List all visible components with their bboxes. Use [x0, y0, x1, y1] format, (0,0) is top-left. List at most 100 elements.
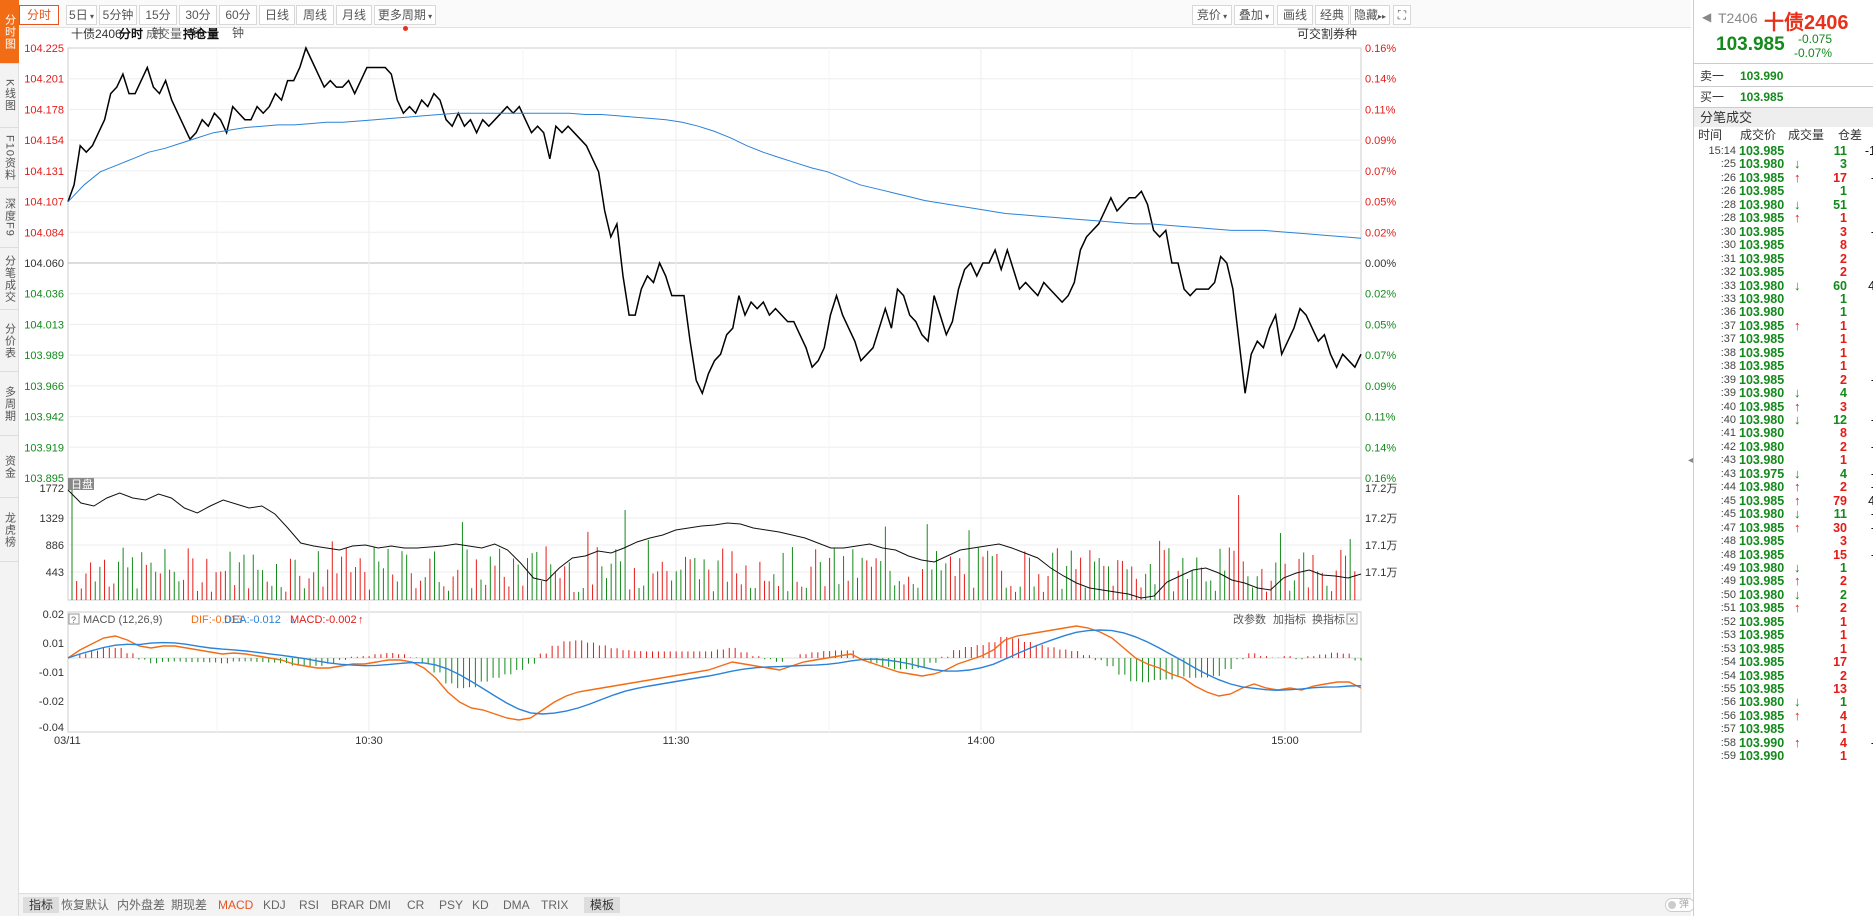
tick-time: :58: [1720, 736, 1736, 749]
indicator-tab-14[interactable]: 模板: [584, 897, 621, 913]
period-button-3[interactable]: 15分钟: [139, 5, 177, 40]
volume-panel-frame: [67, 477, 1362, 601]
toolbar-right-button-2[interactable]: 画线: [1277, 5, 1313, 25]
indicator-tab-13[interactable]: TRIX: [541, 898, 569, 912]
left-tab-1[interactable]: K线图: [0, 64, 19, 128]
toolbar-right-button-4[interactable]: 隐藏▸▸: [1350, 5, 1390, 25]
popup-toggle[interactable]: 弹: [1665, 898, 1695, 912]
period-button-4[interactable]: 30分钟: [179, 5, 217, 40]
dea-arrow-icon: ↓: [290, 614, 296, 626]
dif-value: DIF:-0.013: [191, 614, 243, 626]
indicator-tab-4[interactable]: MACD: [218, 898, 254, 912]
tick-time: :38: [1720, 346, 1736, 359]
x-tick: 14:00: [967, 735, 995, 747]
period-button-2[interactable]: 5分钟: [99, 5, 137, 25]
tick-volume: 3: [1840, 224, 1847, 239]
left-tab-6[interactable]: 多周期: [0, 372, 19, 436]
macd-arrow-icon: ↑: [358, 614, 364, 626]
prev-symbol-icon[interactable]: ◀: [1702, 10, 1712, 24]
ticks-column-headers: 时间 成交价 成交量 仓差: [1694, 127, 1873, 143]
y-tick-left: 104.178: [24, 104, 64, 116]
left-tab-0[interactable]: 分时图: [0, 0, 19, 64]
tick-time: 15:14: [1708, 145, 1736, 157]
period-button-1[interactable]: 5日 ▾: [66, 5, 97, 25]
indicator-tab-9[interactable]: CR: [407, 898, 425, 912]
avg-price-line: [67, 112, 1362, 239]
indicator-tab-8[interactable]: DMI: [369, 898, 391, 912]
y-tick-right: 0.02%: [1365, 289, 1396, 301]
toolbar-right-button-0[interactable]: 竞价 ▾: [1192, 5, 1232, 25]
indicator-tab-3[interactable]: 期现差: [171, 898, 208, 912]
indicator-tab-2[interactable]: 内外盘差: [117, 898, 166, 912]
tick-volume: 4: [1840, 386, 1847, 401]
tick-price: 103.980: [1739, 305, 1785, 320]
tick-volume: 1: [1840, 695, 1847, 710]
tick-price: 103.985: [1739, 238, 1785, 253]
tick-volume: 1: [1840, 641, 1847, 656]
toolbar-right-button-1[interactable]: 叠加 ▾: [1234, 5, 1274, 25]
tick-volume: 79: [1833, 493, 1847, 508]
y-tick-right: 0.16%: [1365, 473, 1396, 485]
tick-time: :40: [1720, 400, 1736, 413]
period-button-6[interactable]: 日线: [259, 5, 295, 25]
tick-direction-icon: ↑: [1794, 210, 1801, 226]
left-tab-7[interactable]: 资金: [0, 436, 19, 498]
y-tick-left: 104.107: [24, 197, 64, 209]
y-tick-right: 0.14%: [1365, 442, 1396, 454]
indicator-tab-0[interactable]: 指标: [23, 897, 60, 913]
fullscreen-icon[interactable]: ⛶: [1393, 5, 1411, 25]
left-tab-8[interactable]: 龙虎榜: [0, 498, 19, 562]
tick-oi-change: 44: [1852, 278, 1873, 294]
tick-time: :36: [1720, 306, 1736, 319]
tick-price: 103.985: [1739, 534, 1785, 549]
indicator-tab-5[interactable]: KDJ: [263, 898, 286, 912]
tick-price: 103.980: [1739, 480, 1785, 495]
tick-direction-icon: ↓: [1794, 586, 1801, 602]
left-tab-4[interactable]: 分笔成交: [0, 248, 19, 310]
period-button-9[interactable]: 更多周期 ▾: [374, 5, 436, 31]
period-button-7[interactable]: 周线: [296, 5, 334, 25]
dif-line: [67, 625, 1362, 721]
tick-direction-icon: ↑: [1794, 169, 1801, 185]
macd-button-0: 改参数: [1233, 612, 1266, 626]
quote-name: 十债2406: [1764, 12, 1849, 34]
tick-price: 103.985: [1739, 184, 1785, 199]
tick-price: 103.975: [1739, 466, 1785, 481]
tick-volume: 15: [1833, 547, 1847, 562]
left-tab-3[interactable]: 深度F9: [0, 188, 19, 248]
indicator-tab-7[interactable]: BRAR: [331, 898, 365, 912]
indicator-tab-11[interactable]: KD: [472, 898, 489, 912]
indicator-tab-10[interactable]: PSY: [439, 898, 464, 912]
indicator-tab-6[interactable]: RSI: [299, 898, 320, 912]
tick-volume: 30: [1833, 520, 1847, 535]
indicator-tab-1[interactable]: 恢复默认: [61, 898, 110, 912]
period-button-8[interactable]: 月线: [336, 5, 372, 25]
collapse-panel-icon[interactable]: ◀: [1688, 455, 1696, 466]
left-tab-2[interactable]: F10资料: [0, 128, 19, 188]
price-line: [67, 45, 1362, 396]
left-tab-label: 龙虎榜: [3, 511, 16, 548]
toolbar-right-button-3[interactable]: 经典: [1315, 5, 1349, 25]
indicator-tab-12[interactable]: DMA: [503, 898, 530, 912]
tick-volume: 1: [1840, 359, 1847, 374]
period-button-5[interactable]: 60分钟: [219, 5, 257, 40]
tick-price: 103.980: [1739, 453, 1785, 468]
tick-time: :49: [1720, 561, 1736, 574]
tick-price: 103.985: [1739, 345, 1785, 360]
chevron-down-icon: ▾: [1262, 12, 1270, 21]
tick-price: 103.985: [1739, 574, 1785, 589]
tick-oi-change: -3: [1852, 412, 1873, 428]
tick-oi-change: -4: [1852, 506, 1873, 522]
period-button-0[interactable]: 分时: [19, 5, 59, 25]
tick-time: :39: [1720, 387, 1736, 400]
left-tab-5[interactable]: 分价表: [0, 310, 19, 372]
tick-time: :28: [1720, 198, 1736, 211]
period-label: 更多周期: [377, 8, 426, 22]
